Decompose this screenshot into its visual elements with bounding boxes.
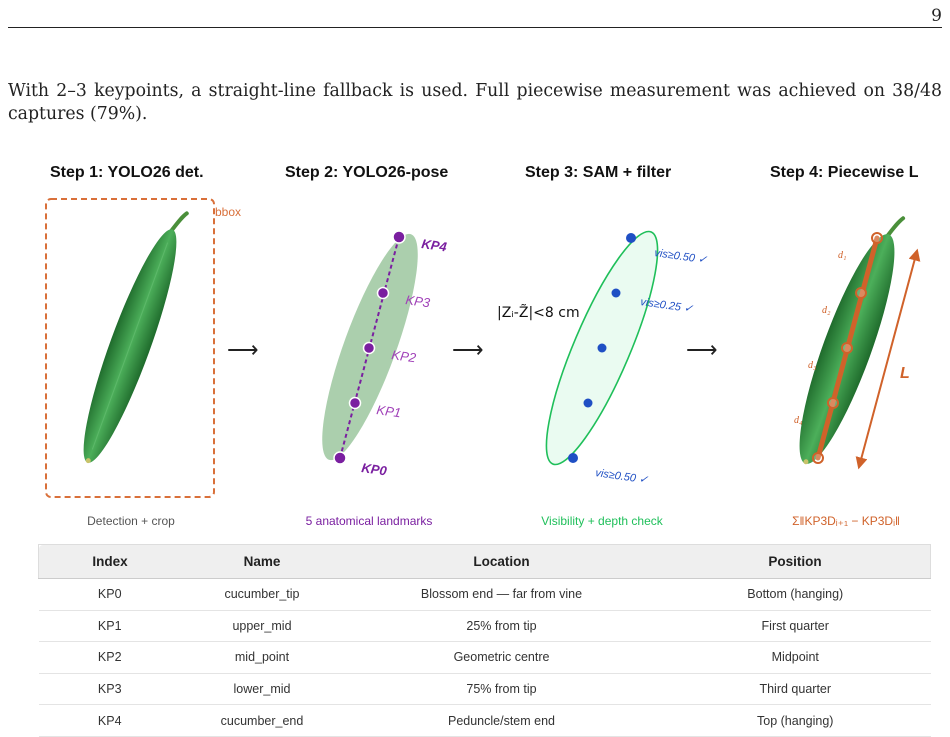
- step4-panel: d₁ d₂ d₃ d₄ L: [794, 216, 921, 470]
- segment-d1: d₁: [838, 250, 846, 261]
- sam-kp0: [568, 453, 578, 463]
- vis-label-mid: vis≥0.25 ✓: [640, 296, 695, 315]
- cell-name: lower_mid: [181, 673, 343, 706]
- kp2-label: KP2: [391, 347, 418, 365]
- pw-kp3: [855, 287, 867, 299]
- keypoint-table: Index Name Location Position KP0 cucumbe…: [38, 544, 931, 737]
- cell-position: Top (hanging): [660, 704, 931, 737]
- step2-caption: 5 anatomical landmarks: [305, 514, 433, 528]
- kp0-label: KP0: [361, 460, 389, 478]
- kp2-point: [362, 341, 376, 355]
- col-position: Position: [660, 544, 931, 579]
- length-label: L: [900, 365, 910, 382]
- cell-location: 25% from tip: [343, 610, 660, 643]
- length-arrow: [855, 248, 921, 470]
- vis-label-top: vis≥0.50 ✓: [654, 247, 709, 266]
- arrow-3-4: ⟶: [686, 337, 718, 362]
- body-paragraph: With 2–3 keypoints, a straight-line fall…: [8, 81, 942, 124]
- kp1-label: KP1: [376, 402, 402, 420]
- bbox-label: bbox: [215, 205, 241, 219]
- kp0-point: [333, 451, 347, 465]
- col-name: Name: [181, 544, 343, 579]
- kp4-label: KP4: [421, 236, 449, 254]
- step4-caption: Σ‖KP3Dᵢ₊₁ − KP3Dᵢ‖: [792, 514, 900, 528]
- step3-title: Step 3: SAM + filter: [525, 164, 672, 181]
- kp4-point: [392, 230, 406, 244]
- pipeline-figure: bbox KP0 KP1 KP2 KP3 KP4 vis≥: [45, 198, 921, 498]
- pw-kp1: [827, 397, 839, 409]
- cell-index: KP3: [38, 673, 181, 706]
- cell-location: Geometric centre: [343, 641, 660, 674]
- segment-d4: d₄: [794, 415, 803, 426]
- step1-panel: bbox: [45, 198, 241, 498]
- cell-index: KP0: [38, 578, 181, 611]
- arrow-2-3: ⟶: [452, 337, 484, 362]
- table-row: KP2 mid_point Geometric centre Midpoint: [38, 641, 931, 674]
- pw-kp0: [812, 452, 824, 464]
- kp3-point: [376, 286, 390, 300]
- step2-title: Step 2: YOLO26-pose: [285, 164, 449, 181]
- sam-kp1: [583, 398, 593, 408]
- cell-location: Peduncle/stem end: [343, 704, 660, 737]
- segment-d2: d₂: [822, 305, 831, 316]
- table-row: KP4 cucumber_end Peduncle/stem end Top (…: [38, 704, 931, 737]
- table-row: KP3 lower_mid 75% from tip Third quarter: [38, 673, 931, 706]
- kp1-point: [348, 396, 362, 410]
- cell-position: Third quarter: [660, 673, 931, 706]
- table-row: KP0 cucumber_tip Blossom end — far from …: [38, 578, 931, 611]
- cell-index: KP1: [38, 610, 181, 643]
- sam-kp2: [597, 343, 607, 353]
- step1-title: Step 1: YOLO26 det.: [50, 164, 204, 181]
- step2-panel: KP0 KP1 KP2 KP3 KP4: [322, 230, 449, 479]
- pw-kp4: [871, 232, 883, 244]
- cell-name: mid_point: [181, 641, 343, 674]
- table-row: KP1 upper_mid 25% from tip First quarter: [38, 610, 931, 643]
- table-header-row: Index Name Location Position: [38, 544, 931, 579]
- step1-caption: Detection + crop: [87, 514, 175, 528]
- pw-kp2: [841, 342, 853, 354]
- cell-location: 75% from tip: [343, 673, 660, 706]
- arrow-1-2: ⟶: [227, 337, 259, 362]
- page-number: 9: [931, 6, 942, 26]
- cell-position: First quarter: [660, 610, 931, 643]
- cell-location: Blossom end — far from vine: [343, 578, 660, 611]
- col-location: Location: [343, 544, 660, 579]
- cell-position: Midpoint: [660, 641, 931, 674]
- cell-name: upper_mid: [181, 610, 343, 643]
- depth-formula: |Zᵢ-Z̃|<8 cm: [497, 304, 580, 321]
- cell-name: cucumber_tip: [181, 578, 343, 611]
- sam-kp4: [626, 233, 636, 243]
- detection-bbox: [45, 198, 215, 498]
- vis-label-bottom: vis≥0.50 ✓: [595, 467, 650, 486]
- sam-kp3: [611, 288, 621, 298]
- header-rule: [8, 27, 942, 28]
- col-index: Index: [38, 544, 181, 579]
- cell-name: cucumber_end: [181, 704, 343, 737]
- step3-panel: vis≥0.50 ✓ vis≥0.25 ✓ vis≥0.50 ✓ |Zᵢ-Z̃|…: [497, 230, 709, 486]
- cell-index: KP2: [38, 641, 181, 674]
- step4-title: Step 4: Piecewise L: [770, 164, 919, 181]
- kp3-label: KP3: [405, 292, 432, 310]
- cell-index: KP4: [38, 704, 181, 737]
- step3-caption: Visibility + depth check: [541, 514, 663, 528]
- cucumber-image-1: [83, 211, 189, 464]
- segment-d3: d₃: [808, 360, 817, 371]
- cell-position: Bottom (hanging): [660, 578, 931, 611]
